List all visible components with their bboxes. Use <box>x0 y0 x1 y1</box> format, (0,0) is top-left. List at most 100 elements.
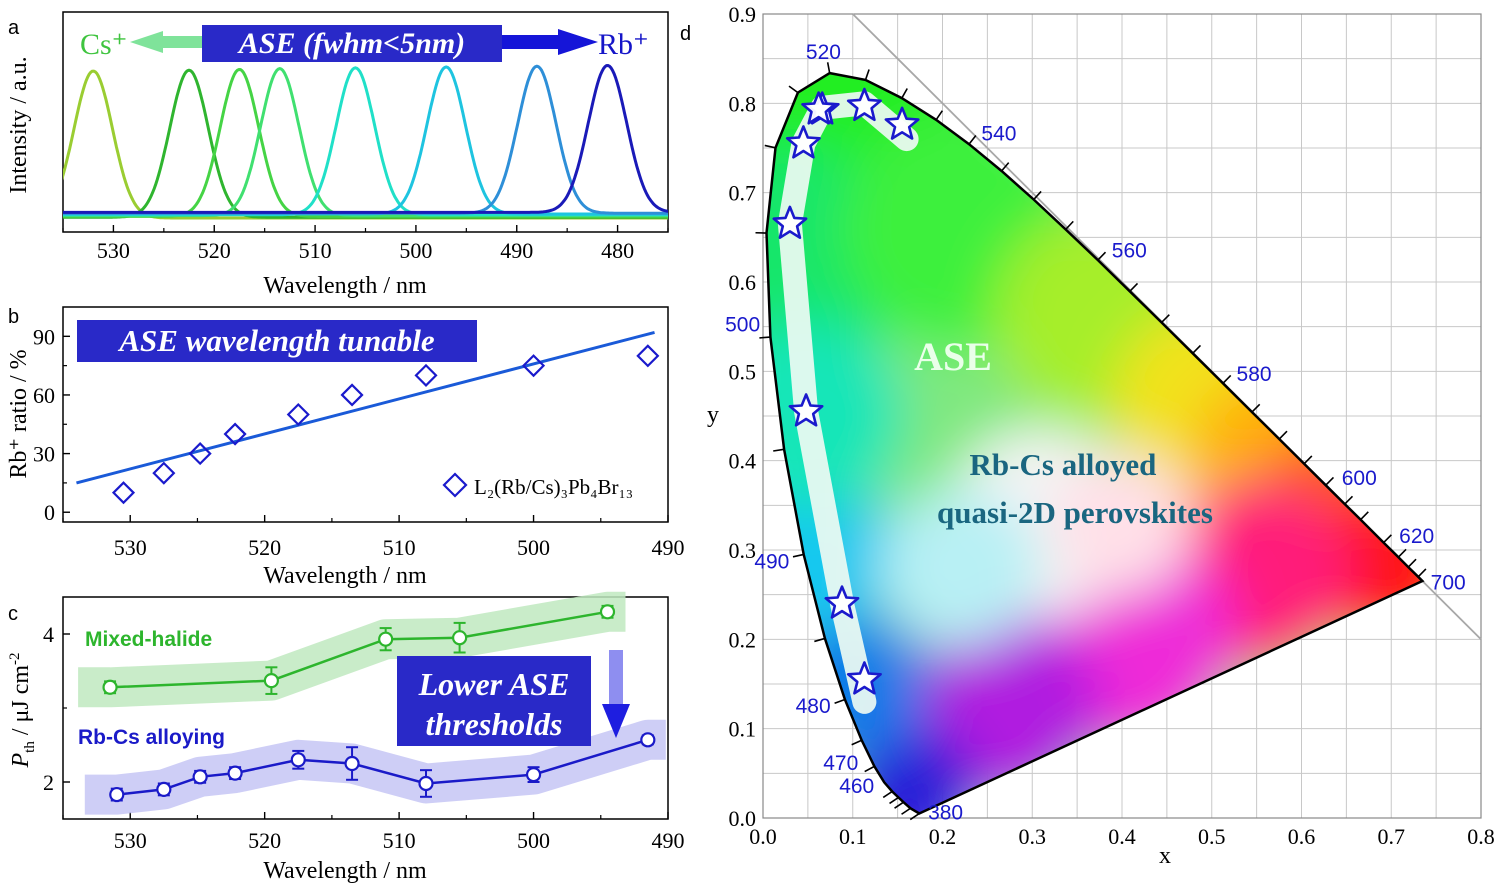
wavelength-label-480: 480 <box>796 695 831 718</box>
wavelength-label-520: 520 <box>806 41 841 64</box>
panel-c-y-label: Pth / μJ cm-2 <box>7 652 38 768</box>
panel-d-x-tick-label: 0.6 <box>1288 824 1316 849</box>
data-point-circle <box>344 755 360 772</box>
locus-tick <box>1325 476 1335 486</box>
rb-label: Rb⁺ <box>598 28 649 61</box>
wavelength-label-540: 540 <box>981 122 1016 145</box>
panel-b-plot <box>76 330 660 505</box>
data-point-circle <box>418 775 434 792</box>
panel-c-y-tick-label: 2 <box>43 770 54 795</box>
panel-b-y-tick-label: 30 <box>33 442 55 467</box>
data-point-diamond <box>522 354 546 378</box>
locus-tick <box>1303 455 1313 465</box>
locus-tick <box>1344 495 1354 505</box>
locus-tick <box>889 796 899 805</box>
panel-c-ticks: 530 520 510 500 490 2 4 <box>43 622 685 853</box>
gamut-color-blob <box>1052 453 1192 594</box>
wavelength-label-620: 620 <box>1399 525 1434 548</box>
banner-box <box>202 25 502 62</box>
panel-d-x-tick-label: 0.3 <box>1019 824 1047 849</box>
wavelength-label-490: 490 <box>754 550 789 573</box>
panel-a-x-tick-label: 520 <box>198 238 231 263</box>
locus-tick <box>1251 403 1261 413</box>
panel-d-y-label: y <box>707 402 719 428</box>
locus-tick <box>1000 162 1010 172</box>
panel-d-y-tick-label: 0.6 <box>729 270 757 295</box>
panel-b-title-box <box>77 320 477 362</box>
locus-tick <box>864 765 875 773</box>
panel-a: a 530 520 510 500 490 480 Wavelength / nm Int… <box>6 11 669 299</box>
panel-b-x-tick-label: 520 <box>248 535 281 560</box>
cs-label: Cs⁺ <box>80 28 128 61</box>
locus-tick <box>759 336 771 339</box>
gamut-color-blob <box>1311 487 1423 648</box>
data-point-diamond <box>340 383 364 407</box>
panel-d-x-tick-label: 0.1 <box>839 824 867 849</box>
panel-c-x-label: Wavelength / nm <box>263 858 427 884</box>
data-point-circle <box>640 732 656 748</box>
panel-d-y-tick-label: 0.2 <box>729 627 757 652</box>
panel-d-x-tick-label: 0.5 <box>1198 824 1226 849</box>
panel-b-title: ASE wavelength tunable <box>117 323 434 358</box>
panel-d-points <box>772 87 920 695</box>
panel-d-y-tick-label: 0.5 <box>729 359 757 384</box>
fit-line <box>76 330 655 485</box>
wavelength-label-500: 500 <box>725 313 760 336</box>
down-arrow-head <box>602 704 630 738</box>
panel-label-d: d <box>680 23 691 45</box>
panel-a-x-tick-label: 500 <box>399 238 432 263</box>
panel-d-x-label: x <box>1159 843 1171 869</box>
data-point-circle <box>156 781 172 798</box>
arrow-left-shaft <box>160 36 206 48</box>
panel-c-x-tick-label: 510 <box>383 828 416 853</box>
locus-tick <box>1359 511 1369 521</box>
locus-tick <box>788 85 799 94</box>
panel-a-x-label: Wavelength / nm <box>263 273 427 299</box>
panel-c-x-tick-label: 490 <box>652 828 685 853</box>
data-point-diamond <box>286 402 310 427</box>
panel-c-x-tick-label: 500 <box>517 828 550 853</box>
panel-b: b 530 520 510 500 490 0 30 60 90 ASE wavelength … <box>6 306 685 589</box>
panel-a-x-tick-label: 480 <box>601 238 634 263</box>
locus-tick <box>814 637 826 643</box>
data-point-circle <box>452 630 468 646</box>
gamut-fill <box>766 73 1423 814</box>
data-point-diamond <box>111 481 136 505</box>
banner-text: ASE (fwhm<5nm) <box>237 27 465 60</box>
data-point-circle <box>525 766 542 783</box>
panel-d-ticks: 0.0 0.1 0.2 0.3 0.4 0.5 0.6 0.7 0.8 0.0 0.1 0.2 0.3 0… <box>729 2 1495 849</box>
panel-b-x-tick-label: 530 <box>114 535 147 560</box>
data-point-circle <box>599 604 616 620</box>
locus-tick <box>909 812 920 821</box>
panel-d-y-tick-label: 0.3 <box>729 538 757 563</box>
data-point-diamond <box>152 461 176 485</box>
locus-tick <box>894 801 904 809</box>
panel-d-x-tick-label: 0.0 <box>749 824 777 849</box>
locus-tick <box>1065 220 1074 230</box>
data-point-diamond <box>636 344 660 368</box>
panel-d-y-tick-label: 0.7 <box>729 181 757 206</box>
locus-tick <box>834 698 846 704</box>
panel-d-frame <box>762 13 1482 819</box>
data-point-circle <box>109 786 125 803</box>
panel-a-x-ticks: 530 520 510 500 490 480 <box>62 225 669 263</box>
panel-label-c: c <box>8 603 18 625</box>
data-point-star <box>846 661 882 695</box>
locus-tick <box>1407 558 1417 568</box>
locus-tick <box>1097 251 1107 261</box>
panel-d-x-tick-label: 0.7 <box>1378 824 1406 849</box>
wavelength-label-470: 470 <box>823 752 858 775</box>
wavelength-label-380: 380 <box>928 802 963 825</box>
locus-tick <box>1129 282 1139 292</box>
panel-d-y-tick-label: 0.9 <box>729 2 757 27</box>
panel-a-y-label: Intensity / a.u. <box>6 56 32 193</box>
panel-b-y-tick-label: 90 <box>33 324 55 349</box>
panel-c-annotation-box <box>397 656 591 746</box>
panel-b-x-tick-label: 500 <box>517 535 550 560</box>
panel-d-y-tick-label: 0.8 <box>729 91 757 116</box>
panel-b-y-tick-label: 60 <box>33 383 55 408</box>
data-point-star <box>788 393 824 427</box>
wavelength-label-700: 700 <box>1431 571 1466 594</box>
data-point-star <box>785 125 821 159</box>
locus-tick <box>826 62 831 74</box>
